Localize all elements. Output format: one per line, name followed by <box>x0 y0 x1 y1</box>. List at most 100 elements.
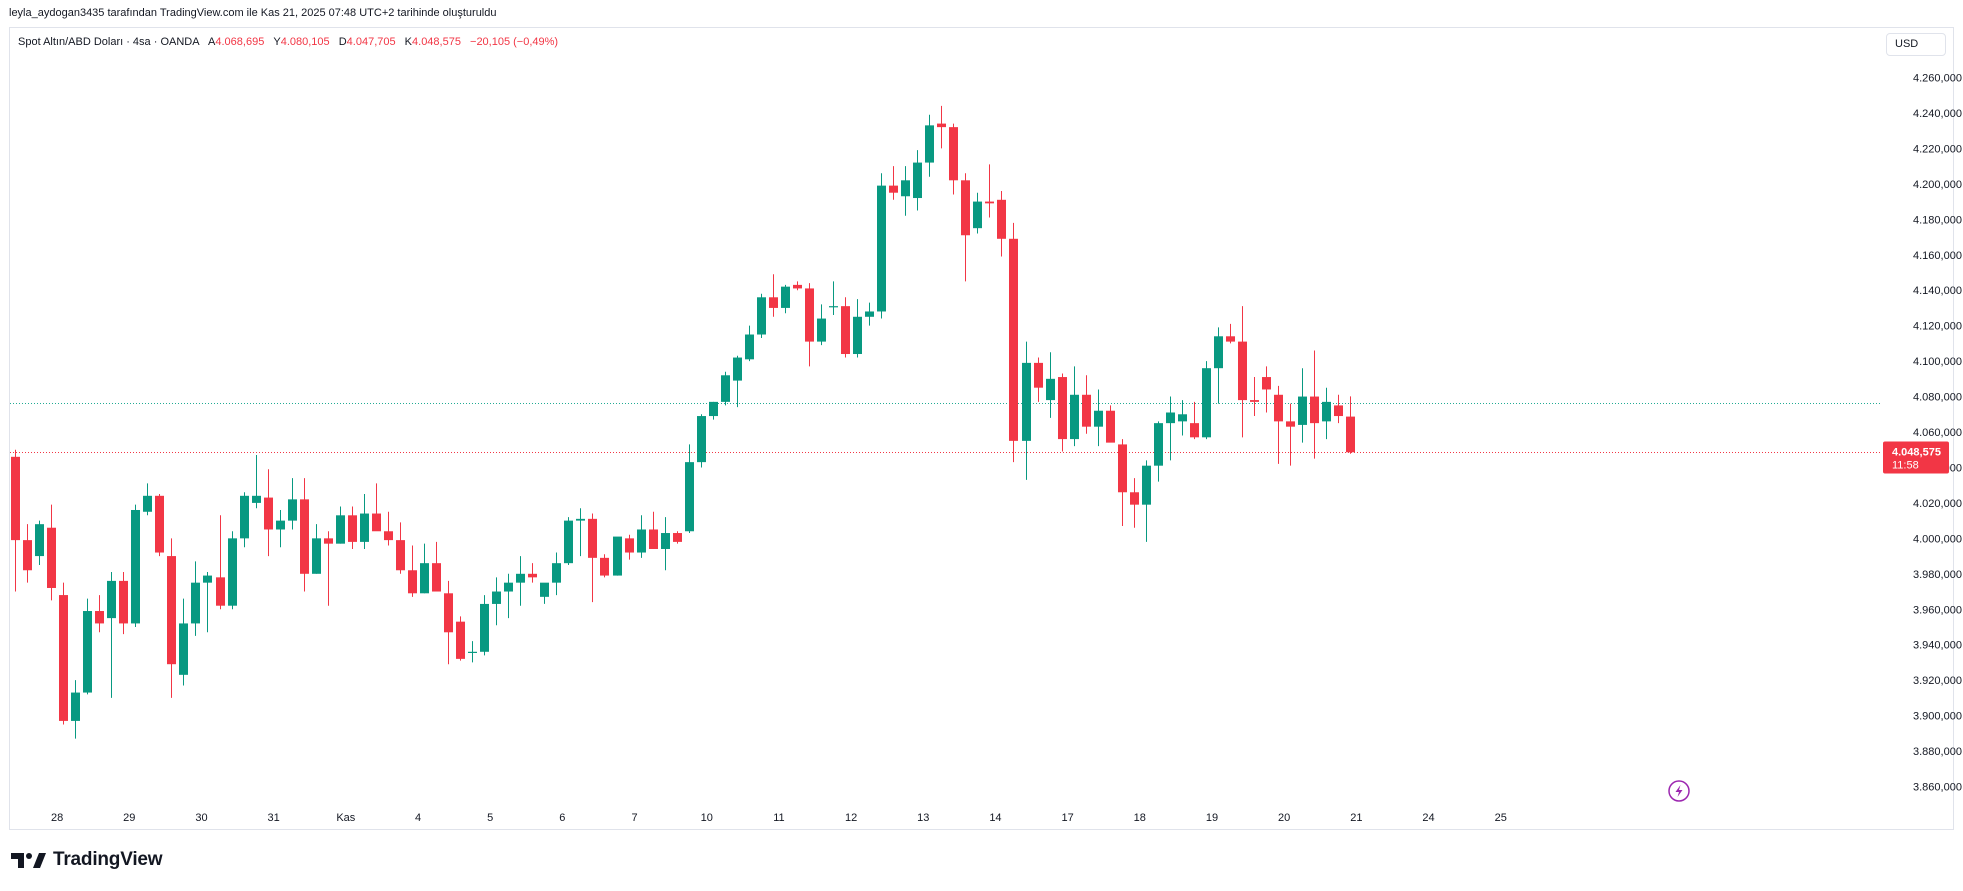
candle[interactable] <box>396 522 405 574</box>
candle[interactable] <box>59 582 68 725</box>
candle[interactable] <box>528 563 537 583</box>
candle[interactable] <box>1166 396 1175 461</box>
candle[interactable] <box>1130 478 1139 528</box>
candle[interactable] <box>1250 377 1259 417</box>
candle[interactable] <box>973 192 982 234</box>
candle[interactable] <box>997 190 1006 257</box>
candle[interactable] <box>817 304 826 346</box>
candle[interactable] <box>480 595 489 656</box>
candle[interactable] <box>1046 352 1055 418</box>
candle[interactable] <box>1022 341 1031 480</box>
candle[interactable] <box>841 297 850 358</box>
candle[interactable] <box>1334 394 1343 424</box>
candle[interactable] <box>408 545 417 597</box>
candle[interactable] <box>733 355 742 408</box>
candle[interactable] <box>179 598 188 686</box>
candle[interactable] <box>721 371 730 406</box>
candle[interactable] <box>985 164 994 218</box>
candle[interactable] <box>1298 368 1307 443</box>
candle[interactable] <box>961 173 970 282</box>
candle[interactable] <box>1310 350 1319 459</box>
candle[interactable] <box>216 515 225 610</box>
candle[interactable] <box>889 166 898 200</box>
candle[interactable] <box>95 595 104 633</box>
candle[interactable] <box>805 283 814 367</box>
symbol-label[interactable]: Spot Altın/ABD Doları · 4sa · OANDA <box>18 36 199 48</box>
candle[interactable] <box>1070 366 1079 447</box>
candle[interactable] <box>781 284 790 314</box>
candle[interactable] <box>685 444 694 534</box>
candle[interactable] <box>913 150 922 211</box>
candle[interactable] <box>564 517 573 565</box>
candle[interactable] <box>420 543 429 594</box>
candle[interactable] <box>360 494 369 549</box>
candle[interactable] <box>83 598 92 695</box>
candle[interactable] <box>793 281 802 291</box>
candle[interactable] <box>276 509 285 548</box>
candle[interactable] <box>661 517 670 571</box>
candle[interactable] <box>35 520 44 565</box>
candle[interactable] <box>444 580 453 665</box>
candle[interactable] <box>324 531 333 606</box>
candle[interactable] <box>1262 366 1271 413</box>
candle[interactable] <box>1142 460 1151 542</box>
candle[interactable] <box>625 534 634 560</box>
candle[interactable] <box>745 325 754 362</box>
candle[interactable] <box>288 478 297 530</box>
candle[interactable] <box>432 541 441 592</box>
candle[interactable] <box>228 531 237 610</box>
candle[interactable] <box>47 504 56 601</box>
candle[interactable] <box>757 293 766 339</box>
candle[interactable] <box>119 572 128 635</box>
candle[interactable] <box>925 114 934 177</box>
candle[interactable] <box>1226 323 1235 344</box>
candle[interactable] <box>901 166 910 216</box>
candle[interactable] <box>300 478 309 592</box>
candle[interactable] <box>552 552 561 596</box>
candle[interactable] <box>312 524 321 574</box>
candle[interactable] <box>131 504 140 627</box>
candle[interactable] <box>155 494 164 557</box>
candle[interactable] <box>1058 373 1067 452</box>
candle[interactable] <box>1214 327 1223 404</box>
candle[interactable] <box>1154 421 1163 482</box>
candle[interactable] <box>1286 403 1295 466</box>
candle[interactable] <box>949 123 958 195</box>
candle[interactable] <box>697 414 706 468</box>
candle[interactable] <box>1178 400 1187 436</box>
candle[interactable] <box>709 401 718 420</box>
candle[interactable] <box>336 506 345 544</box>
candle[interactable] <box>769 274 778 317</box>
candle[interactable] <box>107 572 116 698</box>
candle[interactable] <box>1274 385 1283 464</box>
candle[interactable] <box>252 455 261 509</box>
candle[interactable] <box>1082 375 1091 434</box>
candle[interactable] <box>1094 389 1103 447</box>
candle[interactable] <box>1346 396 1355 454</box>
candle[interactable] <box>637 515 646 558</box>
candle[interactable] <box>240 492 249 548</box>
candle[interactable] <box>853 299 862 358</box>
candle[interactable] <box>540 582 549 604</box>
candle[interactable] <box>673 531 682 544</box>
candle[interactable] <box>1118 439 1127 526</box>
candle[interactable] <box>264 469 273 557</box>
currency-button[interactable]: USD <box>1886 33 1946 56</box>
candle[interactable] <box>1322 387 1331 440</box>
candle[interactable] <box>191 561 200 636</box>
candle[interactable] <box>1106 405 1115 443</box>
candle[interactable] <box>600 554 609 578</box>
candle[interactable] <box>11 449 20 592</box>
candle[interactable] <box>865 302 874 326</box>
candle[interactable] <box>829 281 838 316</box>
alert-lightning-icon[interactable] <box>1668 780 1690 802</box>
candle[interactable] <box>23 524 32 583</box>
candle[interactable] <box>167 538 176 698</box>
candle[interactable] <box>504 573 513 619</box>
candle[interactable] <box>143 483 152 516</box>
candle[interactable] <box>1190 401 1199 440</box>
candle[interactable] <box>1009 222 1018 463</box>
candle[interactable] <box>468 641 477 663</box>
candle[interactable] <box>937 105 946 149</box>
